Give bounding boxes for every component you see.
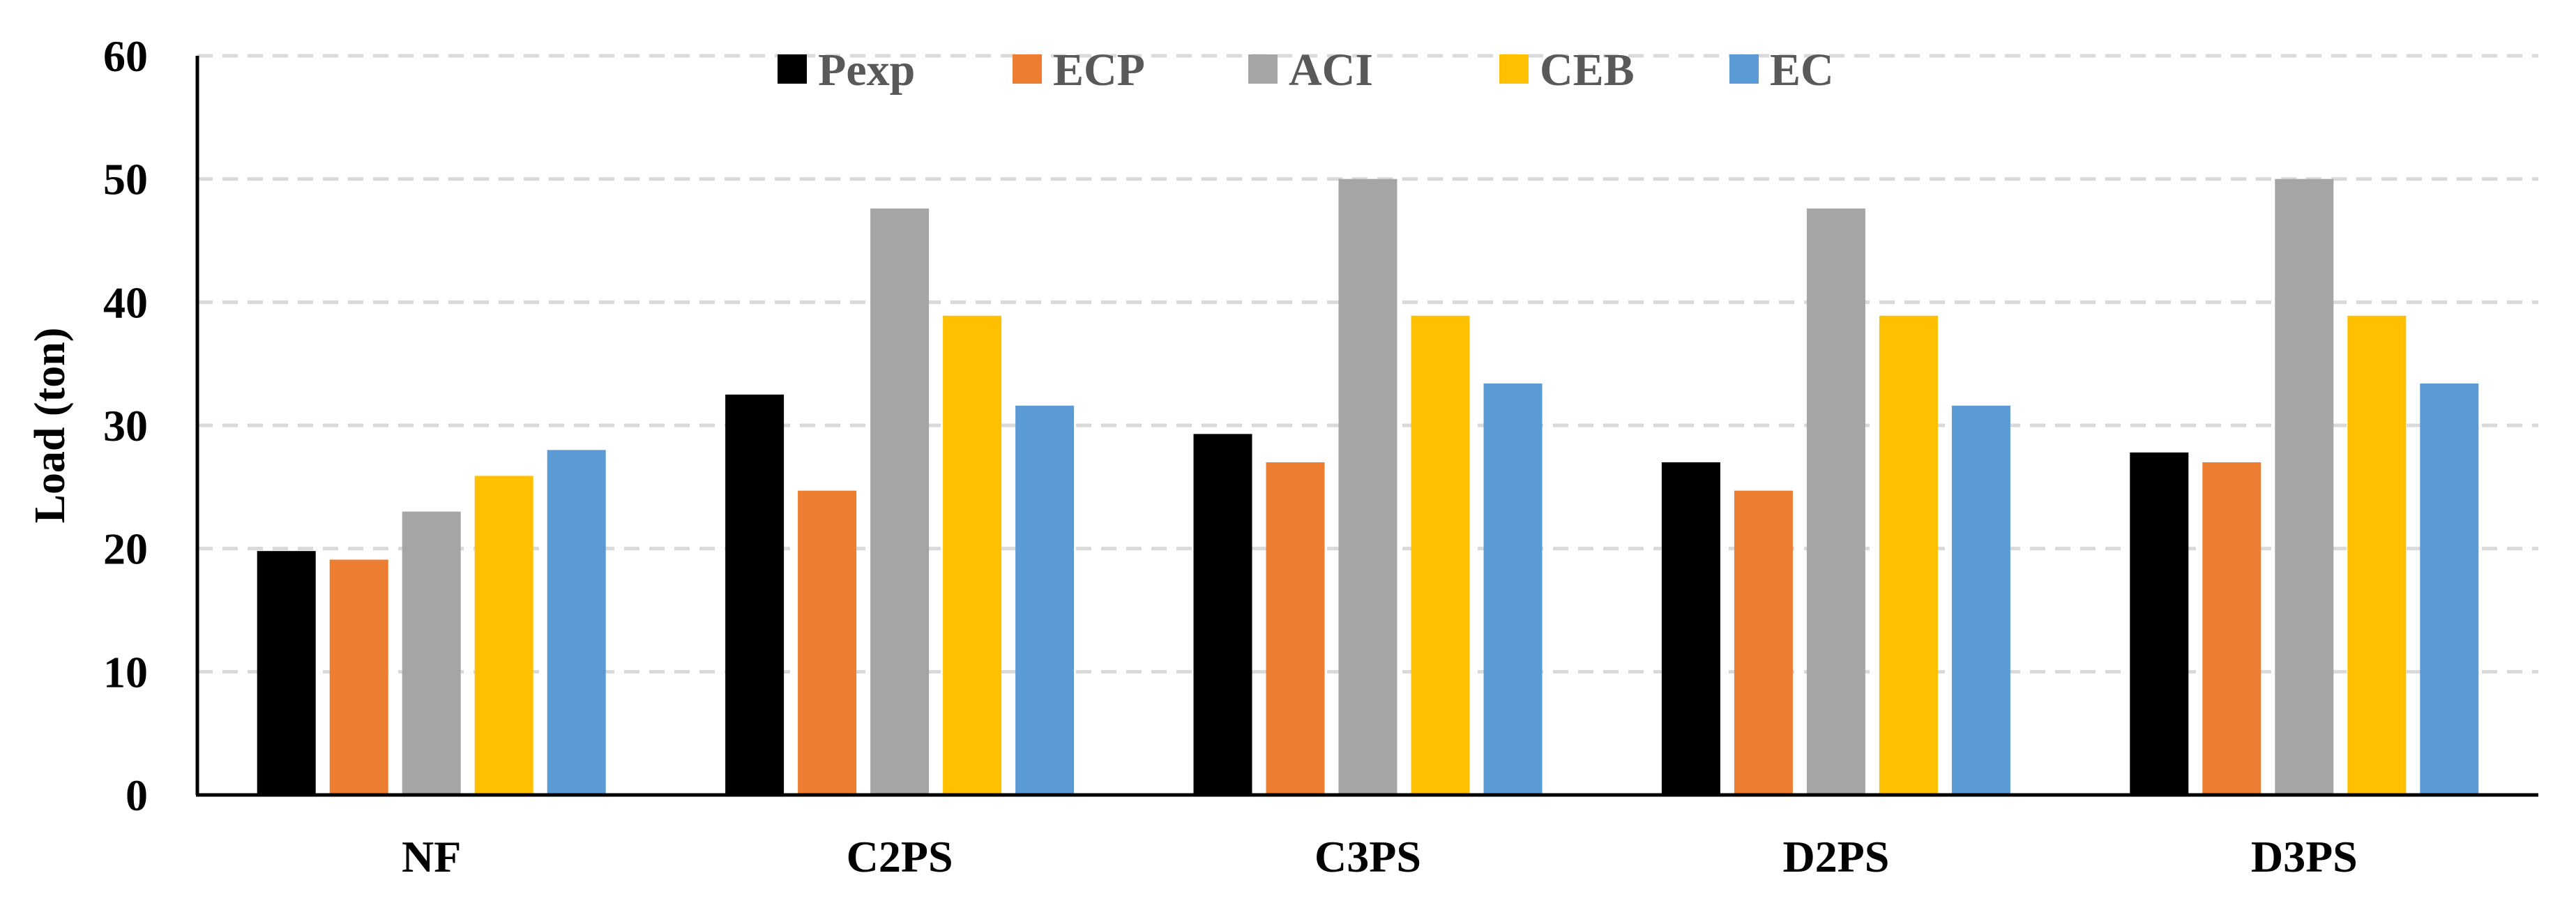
legend: Pexp ECP ACI CEB EC (778, 45, 1834, 96)
bar-pexp-d2ps (1661, 462, 1720, 795)
y-tick-labels: 0 10 20 30 40 50 60 (103, 31, 148, 820)
x-tick-label: C3PS (1314, 832, 1421, 881)
x-tick-label: D2PS (1782, 832, 1889, 881)
bar-ec-c2ps (1015, 405, 1075, 795)
legend-swatch-ec (1729, 54, 1759, 84)
y-axis-label: Load (ton) (26, 328, 74, 524)
x-tick-label: C2PS (847, 832, 953, 881)
bar-ceb-d2ps (1879, 315, 1938, 795)
bar-ceb-d3ps (2347, 315, 2407, 795)
bar-ec-nf (547, 450, 606, 795)
axes (195, 56, 2538, 797)
legend-swatch-ecp (1013, 54, 1042, 84)
bars (257, 179, 2479, 796)
bar-ceb-c3ps (1411, 315, 1470, 795)
bar-ecp-d3ps (2202, 462, 2261, 795)
bar-pexp-d3ps (2130, 452, 2189, 795)
bar-ceb-nf (474, 476, 533, 795)
bar-pexp-c3ps (1193, 434, 1252, 795)
y-tick-label: 50 (103, 155, 148, 204)
bar-ec-c3ps (1483, 383, 1543, 795)
legend-label-ec: EC (1770, 45, 1834, 96)
bar-aci-d3ps (2275, 179, 2334, 796)
bar-aci-c3ps (1338, 179, 1397, 796)
x-tick-labels: NF C2PS C3PS D2PS D3PS (402, 832, 2358, 881)
legend-label-pexp: Pexp (818, 45, 915, 96)
bar-pexp-nf (257, 551, 316, 795)
y-tick-label: 60 (103, 31, 148, 81)
bar-aci-c2ps (870, 208, 930, 796)
legend-swatch-pexp (778, 54, 807, 84)
y-tick-label: 30 (103, 401, 148, 450)
bar-aci-nf (402, 511, 461, 795)
x-tick-label: D3PS (2251, 832, 2358, 881)
bar-ec-d3ps (2420, 383, 2479, 795)
bar-ec-d2ps (1951, 405, 2010, 795)
legend-label-aci: ACI (1289, 45, 1373, 96)
bar-ecp-nf (329, 559, 388, 795)
bar-aci-d2ps (1806, 208, 1865, 796)
legend-label-ceb: CEB (1540, 45, 1635, 96)
y-tick-label: 20 (103, 524, 148, 574)
bar-ecp-d2ps (1734, 490, 1793, 795)
legend-swatch-aci (1248, 54, 1278, 84)
legend-label-ecp: ECP (1053, 45, 1145, 96)
bar-ecp-c2ps (798, 490, 857, 795)
bar-ceb-c2ps (943, 315, 1002, 795)
y-tick-label: 0 (126, 771, 148, 820)
bar-ecp-c3ps (1266, 462, 1325, 795)
y-tick-label: 10 (103, 647, 148, 697)
y-tick-label: 40 (103, 278, 148, 327)
x-tick-label: NF (402, 832, 461, 881)
bar-pexp-c2ps (725, 394, 785, 795)
legend-swatch-ceb (1499, 54, 1529, 84)
